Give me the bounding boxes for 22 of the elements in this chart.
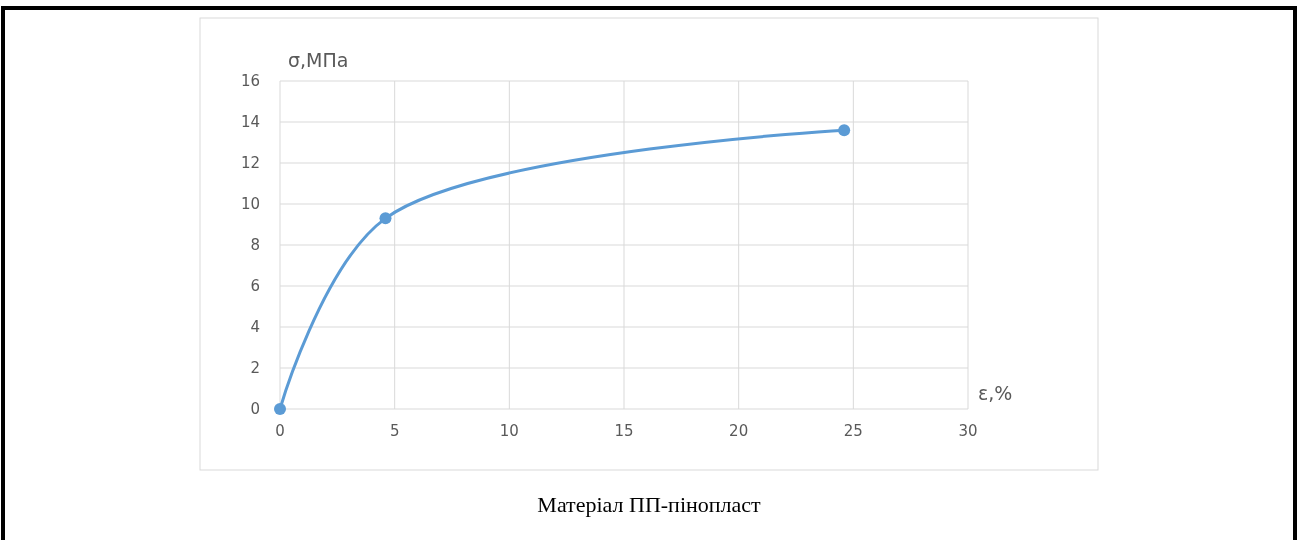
y-axis-title: σ,МПа <box>288 49 349 71</box>
x-tick-label: 30 <box>958 422 978 440</box>
y-tick-label: 6 <box>250 277 260 296</box>
y-tick-label: 4 <box>250 318 260 337</box>
point <box>274 403 286 415</box>
x-tick-label: 15 <box>614 422 634 440</box>
y-tick-label: 2 <box>250 359 260 378</box>
x-tick-label: 10 <box>499 422 519 440</box>
point <box>838 124 851 137</box>
text: Матеріал ПП-пінопласт <box>537 492 762 517</box>
x-tick-label: 0 <box>275 422 285 440</box>
y-tick-label: 0 <box>250 400 260 419</box>
x-tick-label: 20 <box>729 422 749 440</box>
y-tick-label: 16 <box>240 72 260 91</box>
x-axis-title: ε,% <box>978 382 1013 404</box>
y-tick-label: 14 <box>240 113 260 132</box>
x-tick-label: 25 <box>843 422 863 440</box>
y-tick-label: 8 <box>250 236 260 255</box>
y-tick-label: 10 <box>240 195 260 214</box>
point <box>379 212 392 225</box>
x-tick-label: 5 <box>389 422 400 440</box>
y-tick-label: 12 <box>240 154 260 173</box>
